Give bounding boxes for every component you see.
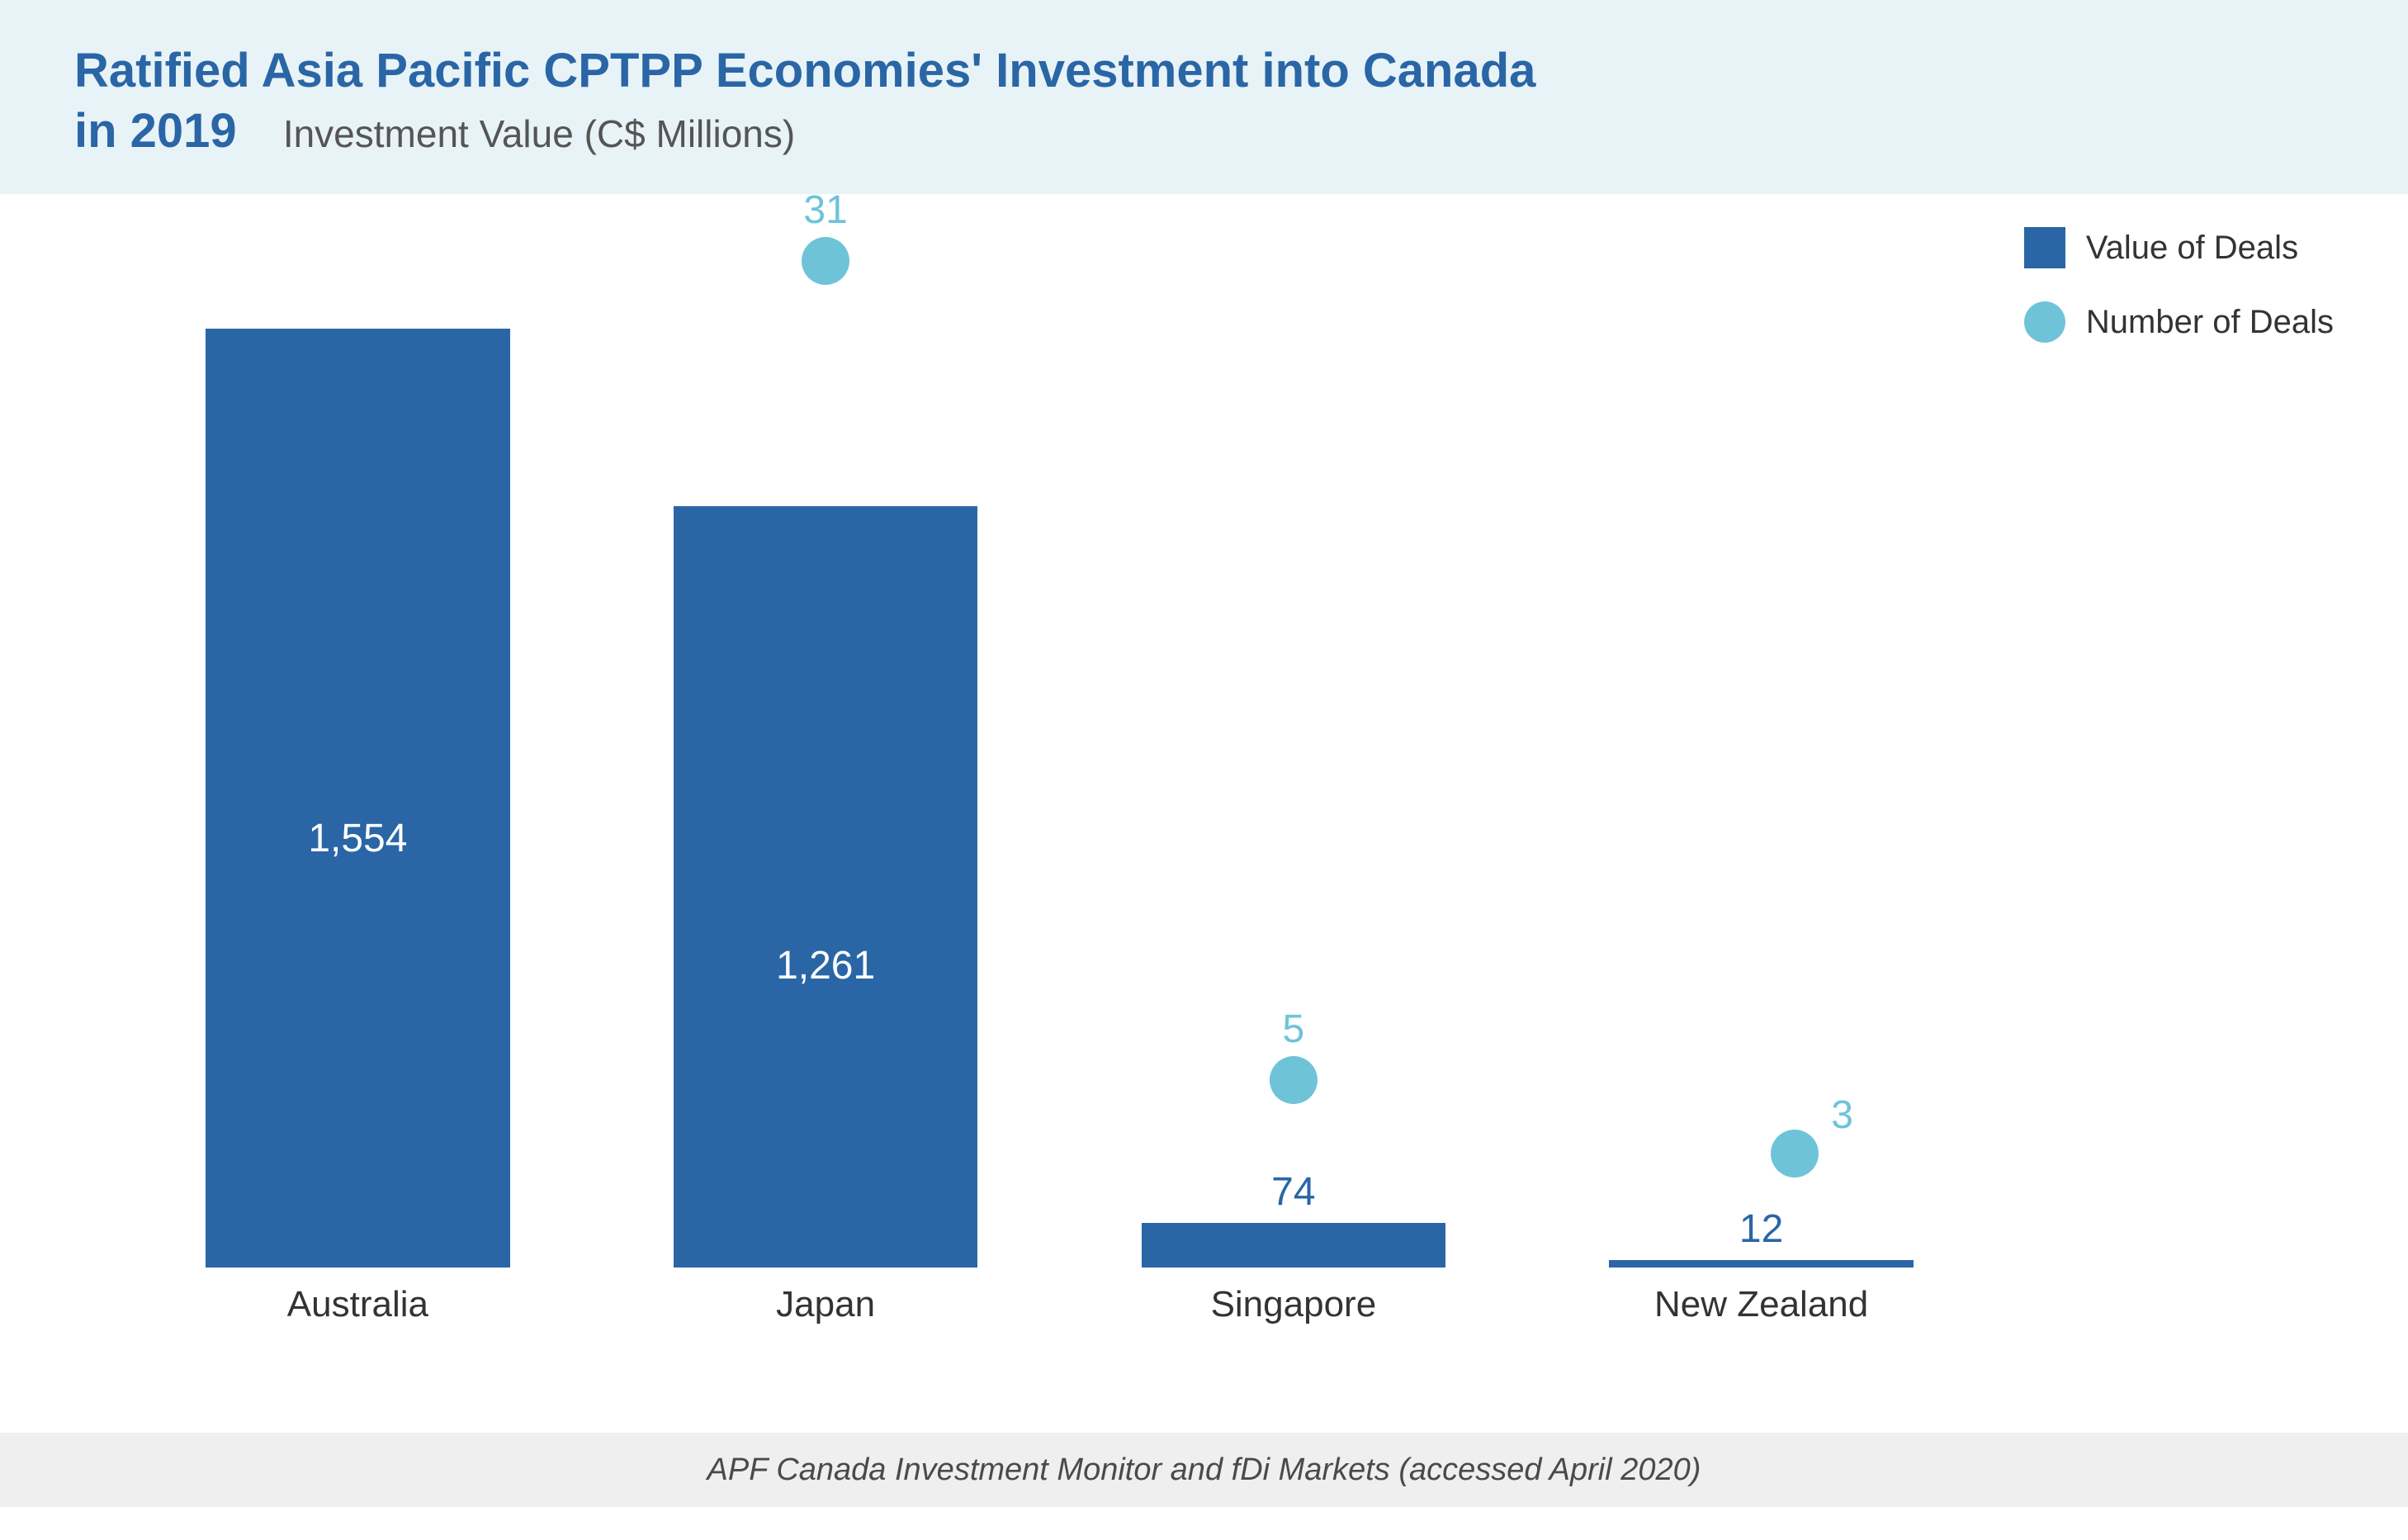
x-axis-label: Australia	[124, 1284, 592, 1325]
footer-text: APF Canada Investment Monitor and fDi Ma…	[707, 1452, 1701, 1487]
bar-value-label: 1,261	[674, 943, 977, 988]
x-axis-label: Singapore	[1060, 1284, 1528, 1325]
legend: Value of Deals Number of Deals	[2024, 227, 2334, 376]
bar-column: 5 74	[1060, 211, 1528, 1268]
bar: 74	[1142, 1223, 1445, 1268]
title-line1: Ratified Asia Pacific CPTPP Economies' I…	[74, 44, 1535, 97]
deals-dot-icon	[1270, 1056, 1318, 1104]
bar-column: 311,261	[592, 211, 1060, 1268]
legend-item: Value of Deals	[2024, 227, 2334, 268]
x-axis-label: Japan	[592, 1284, 1060, 1325]
deals-count-label: 3	[1831, 1092, 1853, 1138]
legend-item: Number of Deals	[2024, 301, 2334, 343]
x-axis-label: New Zealand	[1527, 1284, 1995, 1325]
deals-count-label: 5	[1283, 1007, 1305, 1052]
bar-value-label: 74	[1142, 1169, 1445, 1215]
bar: 12	[1609, 1260, 1913, 1268]
legend-label: Number of Deals	[2086, 304, 2334, 341]
bar: 1,554	[206, 329, 509, 1268]
footer: APF Canada Investment Monitor and fDi Ma…	[0, 1433, 2408, 1507]
bar: 1,261	[674, 506, 977, 1268]
bars-container: 251,554311,261 5 74 3 12	[124, 211, 1995, 1268]
bar-value-label: 12	[1609, 1206, 1913, 1252]
deals-dot-icon	[1771, 1130, 1819, 1178]
title-line2-prefix: in 2019	[74, 104, 237, 158]
chart-title: Ratified Asia Pacific CPTPP Economies' I…	[74, 41, 2334, 161]
chart-area: Value of Deals Number of Deals 251,554311…	[0, 194, 2408, 1424]
bar-value-label: 1,554	[206, 816, 509, 861]
bar-column: 251,554	[124, 211, 592, 1268]
plot: 251,554311,261 5 74 3 12	[124, 211, 1995, 1268]
chart-header: Ratified Asia Pacific CPTPP Economies' I…	[0, 0, 2408, 194]
bar-column: 3 12	[1527, 211, 1995, 1268]
legend-circle-icon	[2024, 301, 2065, 343]
legend-label: Value of Deals	[2086, 230, 2298, 267]
legend-square-icon	[2024, 227, 2065, 268]
deals-dot-icon	[802, 237, 849, 285]
chart-subtitle: Investment Value (C$ Millions)	[283, 112, 795, 155]
x-axis: AustraliaJapanSingaporeNew Zealand	[124, 1284, 1995, 1325]
deals-count-label: 31	[803, 187, 847, 233]
